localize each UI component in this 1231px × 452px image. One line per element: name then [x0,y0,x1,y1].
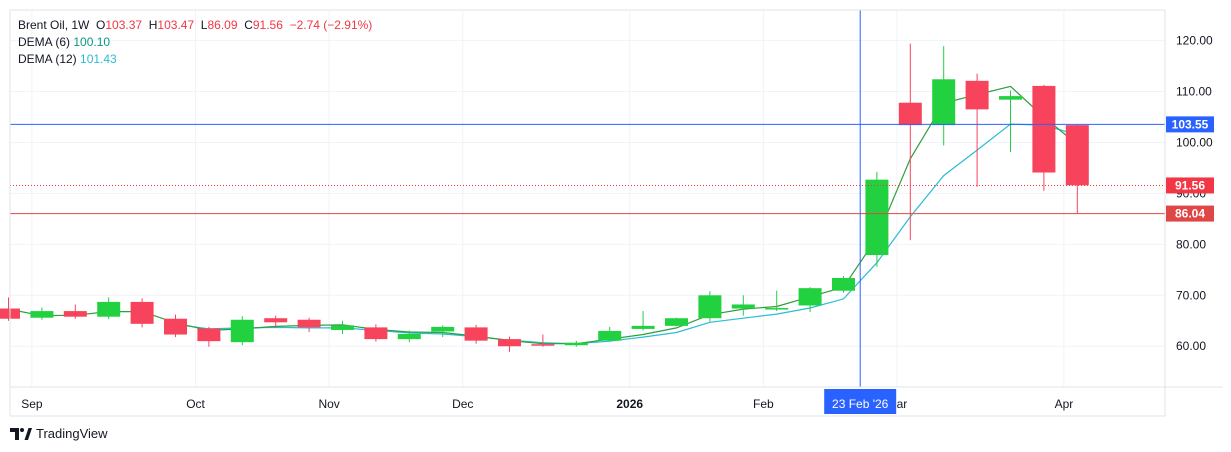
dema12-layer [175,123,1078,345]
x-tick-label: Dec [452,397,473,411]
y-tick-label: 80.00 [1176,237,1206,251]
candle-body [999,96,1022,100]
legend-change: −2.74 (−2.91%) [289,18,373,32]
candles-layer [0,43,1089,352]
x-tick-label: Sep [21,397,43,411]
crosshair-price-label-bg [1166,116,1214,133]
x-tick-label: Apr [1055,397,1074,411]
legend-dema6-value: 100.10 [73,35,111,49]
candle-body [832,277,855,291]
candle-body [1032,85,1056,173]
crosshair-price-label: 103.55 [1172,117,1209,131]
legend-dema12-value: 101.43 [80,52,117,66]
candle-body [731,304,755,309]
candle-body [164,318,187,335]
low-price-label-bg [1166,205,1214,222]
candle-body [965,80,989,110]
candle-body [264,318,288,323]
candle-body [698,295,722,319]
legend-open-label: O [96,18,106,32]
legend-interval[interactable]: 1W [71,18,90,32]
chart-legend: Brent Oil, 1W O103.37 H103.47 L86.09 C91… [18,17,372,68]
candle-body [564,342,588,346]
x-tick-label: 2026 [616,397,643,411]
legend-dema12-label: DEMA (12) [18,52,77,66]
horizontal-lines-layer [10,10,1165,387]
legend-symbol[interactable]: Brent Oil [18,18,65,32]
x-tick-label: Oct [186,397,205,411]
legend-dema12-row[interactable]: DEMA (12) 101.43 [18,51,372,68]
legend-low-label: L [200,18,208,32]
y-tick-label: 110.00 [1176,85,1212,99]
last-price-label: 91.56 [1175,178,1205,192]
candle-body [498,339,521,347]
candle-body [230,319,254,343]
candle-body [97,301,121,317]
axes-layer: 60.0070.0080.0090.00100.00110.00120.00Se… [9,9,1223,417]
legend-high-value: 103.47 [157,18,195,32]
legend-dema6-label: DEMA (6) [18,35,71,49]
x-tick-label: Feb [753,397,774,411]
candle-body [865,179,889,256]
candle-body [464,327,488,341]
candle-body [130,301,154,324]
legend-high-label: H [148,18,158,32]
candle-body [665,318,688,326]
candle-body [297,319,321,328]
candle-body [765,308,789,310]
crosshair-date-label-bg [824,389,897,414]
legend-close-value: 91.56 [252,18,283,32]
last-price-label-bg [1166,177,1214,194]
dema12-line [175,123,1078,345]
legend-dema6-row[interactable]: DEMA (6) 100.10 [18,34,372,51]
tradingview-logo-icon [10,427,32,440]
y-tick-label: 120.00 [1176,34,1213,48]
plot-frame [9,9,1166,417]
candle-body [631,325,655,329]
legend-open-value: 103.37 [105,18,143,32]
candle-body [364,327,388,340]
tradingview-attribution[interactable]: TradingView [10,426,108,441]
grid [10,10,1165,387]
candle-body [1065,125,1089,186]
x-tick-label: Nov [318,397,339,411]
candle-body [63,311,87,317]
y-tick-label: 70.00 [1176,288,1206,302]
candle-body [331,325,354,330]
legend-low-value: 86.09 [207,18,238,32]
crosshair-date-label: 23 Feb '26 [832,397,889,411]
candle-body [798,288,822,306]
candle-body [598,330,622,341]
candle-body [30,311,54,318]
legend-close-label: C [244,18,253,32]
candle-body [898,102,922,126]
legend-ohlc-row: Brent Oil, 1W O103.37 H103.47 L86.09 C91… [18,18,373,32]
y-tick-label: 100.00 [1176,135,1213,149]
candle-body [397,334,421,340]
price-labels-layer: 103.55 91.56 86.04 23 Feb '26 [824,116,1214,414]
candle-body [431,326,455,332]
low-price-label: 86.04 [1175,207,1205,221]
candle-body [932,79,956,126]
candle-body [197,328,221,342]
candle-body [531,344,555,346]
tradingview-brand-name: TradingView [36,426,108,441]
y-tick-label: 60.00 [1176,339,1206,353]
